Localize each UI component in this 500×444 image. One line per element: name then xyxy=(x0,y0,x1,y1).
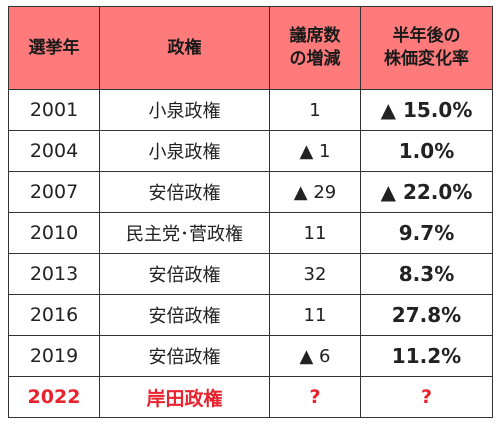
election-stock-table-container: 選挙年 政権 議席数 の増減 半年後の 株価変化率 2001 小泉政権 1 ▲ … xyxy=(8,6,493,418)
cell-stock-change: 11.2% xyxy=(360,335,493,377)
header-year: 選挙年 xyxy=(8,6,100,90)
cell-seat-change: 11 xyxy=(269,294,361,336)
table-row: 2004 小泉政権 ▲ 1 1.0% xyxy=(8,130,493,172)
cell-government: 安倍政権 xyxy=(99,253,270,295)
cell-year-highlight: 2022 xyxy=(8,376,100,418)
table-row: 2001 小泉政権 1 ▲ 15.0% xyxy=(8,89,493,131)
table-row-highlight: 2022 岸田政権 ? ? xyxy=(8,376,493,418)
header-stock-change-line1: 半年後の xyxy=(392,26,461,46)
header-stock-change-line2: 株価変化率 xyxy=(384,49,469,69)
table-row: 2013 安倍政権 32 8.3% xyxy=(8,253,493,295)
cell-stock-change: 1.0% xyxy=(360,130,493,172)
cell-seat-change: ▲ 1 xyxy=(269,130,361,172)
cell-year: 2019 xyxy=(8,335,100,377)
cell-government-highlight: 岸田政権 xyxy=(99,376,270,418)
cell-stock-change: 9.7% xyxy=(360,212,493,254)
cell-year: 2004 xyxy=(8,130,100,172)
header-government: 政権 xyxy=(99,6,270,90)
header-row: 選挙年 政権 議席数 の増減 半年後の 株価変化率 xyxy=(8,6,493,90)
cell-stock-change: ▲ 22.0% xyxy=(360,171,493,213)
cell-government: 安倍政権 xyxy=(99,171,270,213)
cell-year: 2010 xyxy=(8,212,100,254)
cell-government: 民主党･菅政権 xyxy=(99,212,270,254)
cell-year: 2001 xyxy=(8,89,100,131)
header-stock-change: 半年後の 株価変化率 xyxy=(360,6,493,90)
cell-government: 安倍政権 xyxy=(99,335,270,377)
table-row: 2007 安倍政権 ▲ 29 ▲ 22.0% xyxy=(8,171,493,213)
header-seat-change-line2: の増減 xyxy=(289,49,341,69)
election-stock-table: 選挙年 政権 議席数 の増減 半年後の 株価変化率 2001 小泉政権 1 ▲ … xyxy=(8,6,493,418)
cell-stock-change: ▲ 15.0% xyxy=(360,89,493,131)
cell-year: 2007 xyxy=(8,171,100,213)
cell-government: 安倍政権 xyxy=(99,294,270,336)
cell-government: 小泉政権 xyxy=(99,89,270,131)
cell-year: 2013 xyxy=(8,253,100,295)
cell-year: 2016 xyxy=(8,294,100,336)
cell-seat-change-highlight: ? xyxy=(269,376,361,418)
cell-seat-change: ▲ 29 xyxy=(269,171,361,213)
cell-seat-change: 32 xyxy=(269,253,361,295)
header-seat-change-line1: 議席数 xyxy=(289,26,341,46)
header-seat-change: 議席数 の増減 xyxy=(269,6,361,90)
cell-seat-change: ▲ 6 xyxy=(269,335,361,377)
cell-seat-change: 11 xyxy=(269,212,361,254)
table-row: 2010 民主党･菅政権 11 9.7% xyxy=(8,212,493,254)
cell-seat-change: 1 xyxy=(269,89,361,131)
cell-government: 小泉政権 xyxy=(99,130,270,172)
cell-stock-change: 8.3% xyxy=(360,253,493,295)
cell-stock-change: 27.8% xyxy=(360,294,493,336)
table-row: 2016 安倍政権 11 27.8% xyxy=(8,294,493,336)
table-row: 2019 安倍政権 ▲ 6 11.2% xyxy=(8,335,493,377)
cell-stock-change-highlight: ? xyxy=(360,376,493,418)
